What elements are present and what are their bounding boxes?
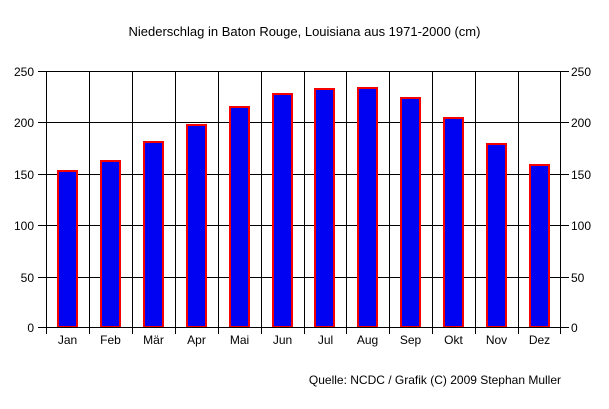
xtick-mark-12 bbox=[560, 328, 561, 334]
plot-area: 0 0 50 50 100 100 150 150 200 200 250 250 Jan Feb Mär A… bbox=[14, 66, 591, 346]
bar-Jan bbox=[57, 170, 78, 328]
xtick-mark-4 bbox=[218, 328, 219, 334]
gridline-v-10 bbox=[475, 71, 476, 328]
month-label-Okt: Okt bbox=[444, 333, 463, 347]
ytick-mark-left-100 bbox=[38, 225, 46, 226]
xtick-mark-7 bbox=[346, 328, 347, 334]
ytick-mark-right-100 bbox=[561, 225, 569, 226]
gridline-h-150 bbox=[46, 174, 561, 175]
bar-Okt bbox=[443, 117, 464, 328]
xtick-mark-3 bbox=[175, 328, 176, 334]
month-label-Dez: Dez bbox=[528, 333, 551, 347]
gridline-h-0 bbox=[46, 327, 561, 328]
ytick-label-right-200: 200 bbox=[571, 116, 592, 130]
xtick-mark-1 bbox=[89, 328, 90, 334]
bar-Nov bbox=[486, 143, 507, 328]
ytick-label-right-100: 100 bbox=[571, 219, 592, 233]
bar-Jun bbox=[272, 93, 293, 328]
month-label-Mai: Mai bbox=[229, 333, 250, 347]
ytick-label-right-0: 0 bbox=[571, 321, 578, 335]
ytick-mark-right-250 bbox=[561, 71, 569, 72]
y-axis-left bbox=[46, 71, 47, 328]
gridline-h-200 bbox=[46, 122, 561, 123]
ytick-mark-left-50 bbox=[38, 277, 46, 278]
bar-Aug bbox=[357, 87, 378, 328]
xtick-mark-6 bbox=[304, 328, 305, 334]
xtick-mark-8 bbox=[389, 328, 390, 334]
ytick-label-right-150: 150 bbox=[571, 168, 592, 182]
month-label-Sep: Sep bbox=[399, 333, 422, 347]
gridline-v-5 bbox=[261, 71, 262, 328]
xtick-mark-10 bbox=[475, 328, 476, 334]
gridline-h-250 bbox=[46, 71, 561, 72]
footer-credit: Quelle: NCDC / Grafik (C) 2009 Stephan M… bbox=[308, 373, 561, 387]
xtick-mark-5 bbox=[261, 328, 262, 334]
bar-Mai bbox=[229, 106, 250, 328]
gridline-v-4 bbox=[218, 71, 219, 328]
ytick-mark-right-0 bbox=[561, 327, 569, 328]
bar-Feb bbox=[100, 160, 121, 328]
ytick-label-left-150: 150 bbox=[13, 168, 34, 182]
xtick-mark-11 bbox=[518, 328, 519, 334]
ytick-mark-right-50 bbox=[561, 277, 569, 278]
gridline-v-6 bbox=[304, 71, 305, 328]
bar-Dez bbox=[529, 164, 550, 328]
gridline-v-1 bbox=[89, 71, 90, 328]
ytick-label-left-200: 200 bbox=[13, 116, 34, 130]
bar-Mär bbox=[143, 141, 164, 328]
month-label-Feb: Feb bbox=[100, 333, 121, 347]
gridline-v-8 bbox=[389, 71, 390, 328]
bar-Jul bbox=[314, 88, 335, 328]
month-label-Aug: Aug bbox=[356, 333, 379, 347]
ytick-label-left-50: 50 bbox=[20, 271, 34, 285]
gridline-v-2 bbox=[132, 71, 133, 328]
month-label-Jun: Jun bbox=[272, 333, 293, 347]
gridline-v-11 bbox=[518, 71, 519, 328]
ytick-mark-left-250 bbox=[38, 71, 46, 72]
bar-Apr bbox=[186, 124, 207, 328]
ytick-mark-right-150 bbox=[561, 174, 569, 175]
ytick-mark-left-0 bbox=[38, 327, 46, 328]
ytick-label-left-250: 250 bbox=[13, 65, 34, 79]
ytick-label-left-0: 0 bbox=[27, 321, 34, 335]
xtick-mark-2 bbox=[132, 328, 133, 334]
month-label-Apr: Apr bbox=[187, 333, 206, 347]
gridline-v-9 bbox=[432, 71, 433, 328]
gridline-v-7 bbox=[346, 71, 347, 328]
month-label-Mär: Mär bbox=[143, 333, 164, 347]
xtick-mark-0 bbox=[46, 328, 47, 334]
month-label-Jul: Jul bbox=[317, 333, 334, 347]
y-axis-right bbox=[560, 71, 561, 328]
ytick-label-left-100: 100 bbox=[13, 219, 34, 233]
gridline-v-3 bbox=[175, 71, 176, 328]
ytick-mark-right-200 bbox=[561, 122, 569, 123]
ytick-mark-left-150 bbox=[38, 174, 46, 175]
ytick-mark-left-200 bbox=[38, 122, 46, 123]
ytick-label-right-50: 50 bbox=[571, 271, 585, 285]
month-label-Nov: Nov bbox=[485, 333, 508, 347]
chart-title: Niederschlag in Baton Rouge, Louisiana a… bbox=[128, 24, 481, 39]
gridline-h-50 bbox=[46, 277, 561, 278]
gridline-h-100 bbox=[46, 225, 561, 226]
bar-Sep bbox=[400, 97, 421, 328]
xtick-mark-9 bbox=[432, 328, 433, 334]
ytick-label-right-250: 250 bbox=[571, 65, 592, 79]
month-label-Jan: Jan bbox=[57, 333, 78, 347]
